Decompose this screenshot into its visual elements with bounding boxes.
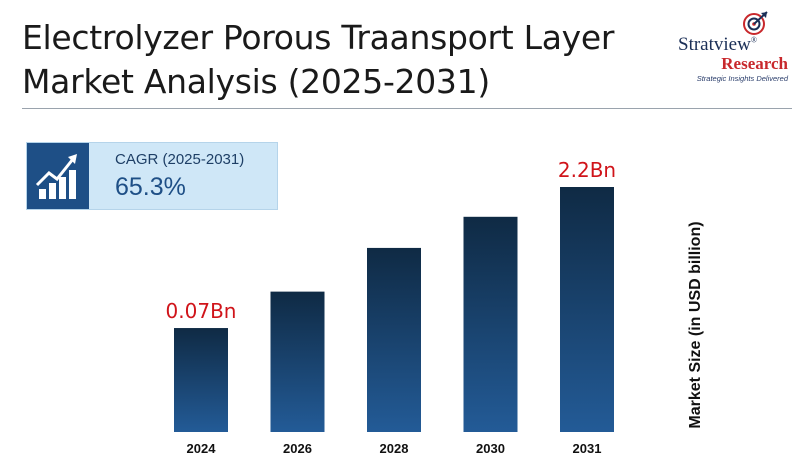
data-label: 0.07Bn — [166, 299, 237, 323]
logo-wordmark: Stratview® — [678, 34, 757, 55]
x-tick-label: 2028 — [380, 441, 409, 456]
cagr-card: CAGR (2025-2031) 65.3% — [26, 142, 278, 210]
data-label: 2.2Bn — [558, 158, 616, 182]
header-divider — [22, 108, 792, 109]
stratview-logo: Stratview® Research Strategic Insights D… — [678, 10, 788, 83]
y-axis-label: Market Size (in USD billion) — [687, 221, 704, 429]
cagr-icon-box — [27, 143, 89, 209]
x-tick-label: 2024 — [187, 441, 217, 456]
bar-2030 — [463, 216, 518, 432]
growth-chart-icon — [35, 154, 77, 199]
page-title: Electrolyzer Porous Traansport Layer Mar… — [22, 16, 662, 104]
x-tick-label: 2031 — [573, 441, 602, 456]
logo-tagline: Strategic Insights Delivered — [696, 74, 788, 83]
bar-2028 — [367, 247, 421, 432]
logo-research-text: Research — [721, 54, 788, 73]
bar-2031 — [560, 187, 614, 432]
x-tick-label: 2030 — [476, 441, 505, 456]
cagr-value: 65.3% — [115, 173, 186, 201]
bar-2026 — [270, 291, 325, 432]
bar-2024 — [174, 328, 228, 432]
title-line-1: Electrolyzer Porous Traansport Layer — [22, 18, 615, 57]
x-tick-label: 2026 — [283, 441, 312, 456]
cagr-label: CAGR (2025-2031) — [115, 151, 245, 168]
title-line-2: Market Analysis (2025-2031) — [22, 62, 490, 101]
target-arrow-icon — [743, 11, 768, 35]
